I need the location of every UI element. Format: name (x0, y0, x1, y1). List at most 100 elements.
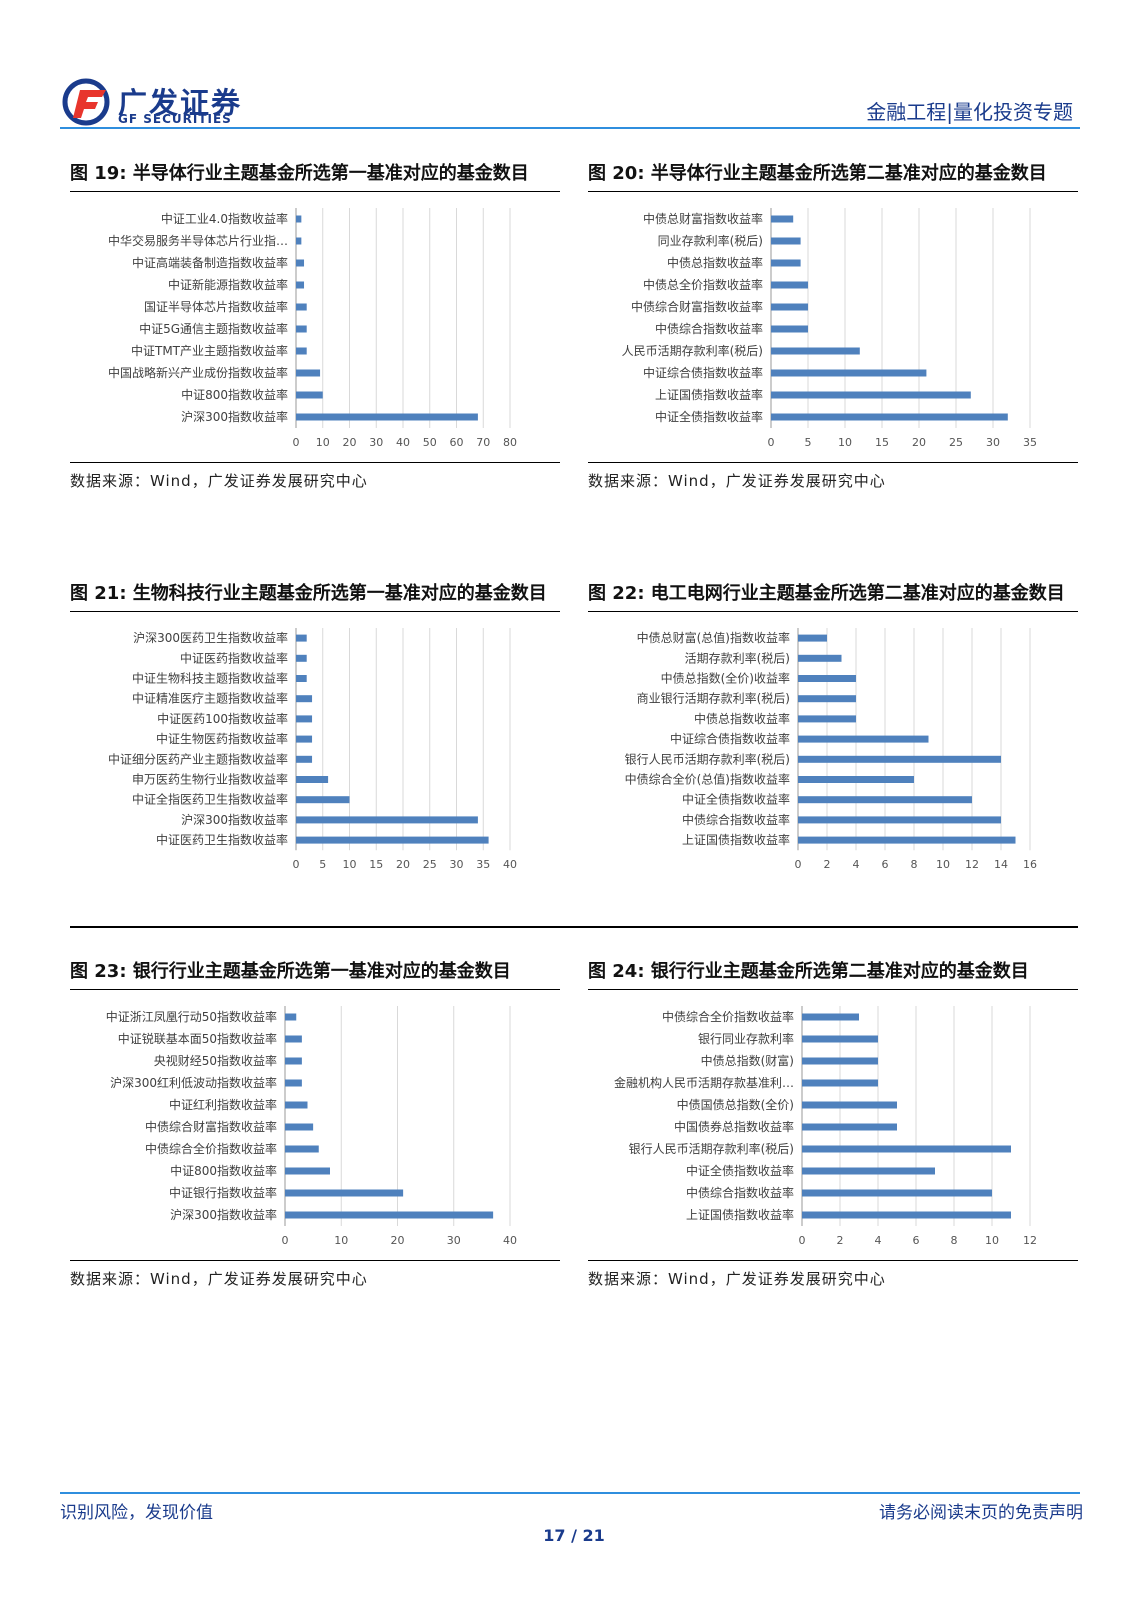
x-tick-label: 5 (319, 858, 326, 871)
figure-24: 图 24: 银行行业主题基金所选第二基准对应的基金数目 0 2 4 6 8 10 12 中债综… (588, 956, 1078, 1289)
bar (802, 1145, 1011, 1153)
bar (798, 654, 842, 662)
figure-title: 图 19: 半导体行业主题基金所选第一基准对应的基金数目 (70, 158, 560, 192)
category-label: 中证TMT产业主题指数收益率 (131, 343, 288, 358)
x-tick-label: 12 (965, 858, 979, 871)
category-label: 上证国债指数收益率 (655, 387, 763, 402)
bar (285, 1057, 302, 1065)
bar (802, 1167, 935, 1175)
category-label: 国证半导体芯片指数收益率 (144, 299, 288, 314)
category-label: 沪深300指数收益率 (181, 409, 288, 424)
chart-21-svg: 0 5 10 15 20 25 30 35 40 沪深300医药卫生指数收益率中证医药指数收益率中… (108, 628, 517, 871)
bar (771, 391, 971, 399)
figure-title: 图 20: 半导体行业主题基金所选第二基准对应的基金数目 (588, 158, 1078, 192)
bar (285, 1145, 319, 1153)
page-number: 17 / 21 (543, 1526, 605, 1545)
bar (296, 634, 307, 642)
bar (296, 796, 350, 804)
x-tick-label: 30 (450, 858, 464, 871)
category-label: 沪深300指数收益率 (181, 812, 288, 827)
x-tick-label: 2 (837, 1234, 844, 1247)
category-label: 中债综合财富指数收益率 (631, 299, 763, 314)
bar (771, 281, 808, 289)
category-label: 中债综合全价指数收益率 (662, 1009, 794, 1024)
figure-title: 图 23: 银行行业主题基金所选第一基准对应的基金数目 (70, 956, 560, 990)
figure-21: 图 21: 生物科技行业主题基金所选第一基准对应的基金数目 0 5 10 15 20 25… (70, 578, 560, 892)
x-tick-label: 30 (986, 436, 1000, 449)
data-source: 数据来源：Wind，广发证券发展研究中心 (588, 462, 1078, 491)
category-label: 中华交易服务半导体芯片行业指… (108, 233, 288, 248)
bar (802, 1035, 878, 1043)
disclaimer-note: 请务必阅读末页的免责声明 (879, 1503, 1083, 1523)
bar (798, 675, 856, 682)
x-tick-label: 10 (936, 858, 950, 871)
x-tick-label: 10 (985, 1234, 999, 1247)
category-label: 中债综合全价指数收益率 (145, 1141, 277, 1156)
category-label: 沪深300医药卫生指数收益率 (133, 630, 288, 645)
x-tick-label: 25 (949, 436, 963, 449)
x-tick-label: 80 (503, 436, 517, 449)
bar (285, 1013, 297, 1021)
bar (798, 755, 1001, 763)
bar (296, 259, 305, 267)
category-label: 中国战略新兴产业成份指数收益率 (108, 365, 288, 380)
bar (296, 836, 489, 844)
bar (285, 1035, 302, 1043)
bar (296, 413, 478, 421)
bar (296, 735, 313, 743)
x-tick-label: 20 (343, 436, 357, 449)
x-tick-label: 20 (391, 1234, 405, 1247)
bar (285, 1123, 314, 1131)
bar (296, 215, 302, 223)
data-source: 数据来源：Wind，广发证券发展研究中心 (70, 462, 560, 491)
bar (802, 1123, 897, 1131)
bar (296, 391, 323, 399)
chart-20: 0 5 10 15 20 25 30 35 中债总财富指数收益率 同业存款利率(税后) 中债总指数收… (588, 192, 1078, 462)
x-tick-label: 0 (768, 436, 775, 449)
chart-22: 0 2 4 6 8 10 12 14 16 中债总财富(总值)指数收益率 活期存款利率(税后) 中债总… (588, 612, 1078, 892)
figure-20: 图 20: 半导体行业主题基金所选第二基准对应的基金数目 0 5 10 15 20 25 3… (588, 158, 1078, 491)
bar (802, 1079, 878, 1087)
header-divider (60, 127, 1080, 129)
x-tick-label: 10 (316, 436, 330, 449)
bar (802, 1211, 1011, 1219)
x-tick-label: 15 (875, 436, 889, 449)
x-tick-label: 30 (447, 1234, 461, 1247)
section-title: 金融工程|量化投资专题 (866, 100, 1073, 124)
figure-19: 图 19: 半导体行业主题基金所选第一基准对应的基金数目 0 10 20 30 40 50… (70, 158, 560, 491)
x-tick-label: 30 (369, 436, 383, 449)
category-label: 中证生物医药指数收益率 (156, 731, 288, 746)
category-label: 中债综合指数收益率 (686, 1185, 794, 1200)
section-divider (70, 926, 1078, 928)
x-tick-label: 8 (911, 858, 918, 871)
category-label: 中证医药指数收益率 (180, 650, 288, 665)
x-tick-label: 15 (369, 858, 383, 871)
category-label: 活期存款利率(税后) (685, 650, 790, 665)
category-label: 沪深300红利低波动指数收益率 (110, 1075, 277, 1090)
page-header: 广发证券 GF SECURITIES 金融工程|量化投资专题 (0, 0, 1148, 130)
category-label: 中证全债指数收益率 (655, 409, 763, 424)
category-label: 中债总财富(总值)指数收益率 (637, 630, 790, 645)
bar (285, 1079, 302, 1087)
category-label: 中证细分医药产业主题指数收益率 (108, 751, 288, 766)
category-label: 中债总财富指数收益率 (643, 211, 763, 226)
bar (771, 347, 860, 355)
category-label: 中证锐联基本面50指数收益率 (118, 1031, 277, 1046)
bar (798, 836, 1016, 844)
x-tick-label: 12 (1023, 1234, 1037, 1247)
x-tick-label: 40 (503, 858, 517, 871)
x-tick-label: 0 (795, 858, 802, 871)
bar (802, 1057, 878, 1065)
bar (296, 816, 478, 824)
bar (296, 715, 313, 723)
x-tick-label: 0 (293, 858, 300, 871)
bar (296, 347, 307, 355)
x-tick-label: 10 (838, 436, 852, 449)
figure-title: 图 21: 生物科技行业主题基金所选第一基准对应的基金数目 (70, 578, 560, 612)
category-label: 中证生物科技主题指数收益率 (132, 671, 288, 686)
x-tick-label: 10 (334, 1234, 348, 1247)
category-label: 中债总指数(财富) (701, 1053, 794, 1068)
figure-title: 图 22: 电工电网行业主题基金所选第二基准对应的基金数目 (588, 578, 1078, 612)
